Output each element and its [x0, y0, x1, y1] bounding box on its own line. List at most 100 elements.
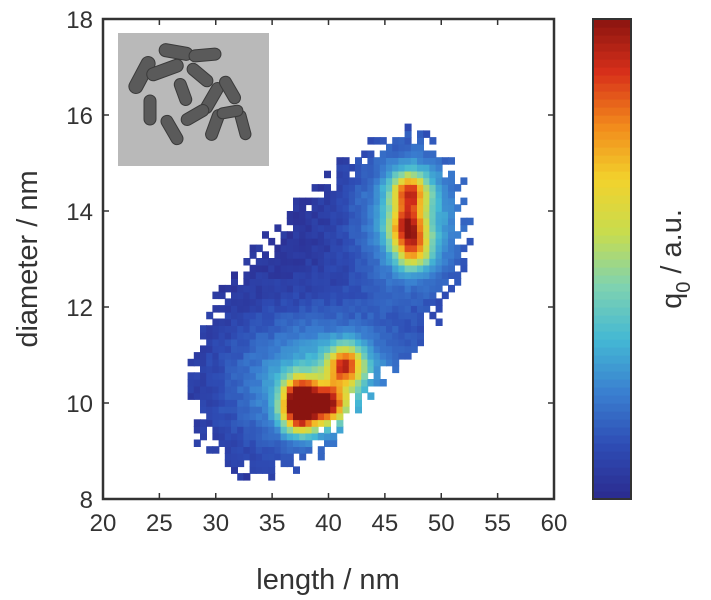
heatmap-cell	[311, 231, 319, 239]
heatmap-cell	[392, 345, 400, 353]
heatmap-cell	[342, 197, 350, 206]
heatmap-cell	[280, 412, 288, 421]
heatmap-cell	[317, 332, 325, 340]
heatmap-cell	[231, 271, 238, 279]
heatmap-cell	[311, 271, 319, 279]
heatmap-cell	[218, 399, 226, 407]
heatmap-cell	[448, 284, 455, 293]
heatmap-cell	[417, 150, 424, 158]
heatmap-cell	[299, 412, 307, 421]
heatmap-cell	[324, 291, 331, 300]
heatmap-cell	[417, 224, 424, 232]
heatmap-cell	[355, 352, 362, 360]
heatmap-cell	[243, 446, 251, 454]
colorbar-band	[593, 99, 631, 108]
heatmap-cell	[231, 459, 238, 468]
heatmap-cell	[404, 311, 412, 320]
heatmap-cell	[268, 345, 276, 353]
heatmap-cell	[373, 318, 381, 326]
heatmap-cell	[423, 190, 431, 199]
heatmap-cell	[218, 352, 226, 360]
heatmap-cell	[237, 439, 245, 447]
heatmap-cell	[317, 412, 325, 421]
heatmap-cell	[417, 184, 424, 192]
heatmap-cell	[243, 439, 251, 447]
heatmap-cell	[342, 204, 350, 212]
heatmap-cell	[423, 157, 431, 165]
heatmap-cell	[423, 211, 431, 219]
heatmap-cell	[293, 204, 300, 212]
heatmap-cell	[410, 237, 418, 246]
heatmap-cell	[355, 217, 362, 226]
heatmap-cell	[286, 325, 294, 333]
heatmap-cell	[293, 217, 300, 226]
heatmap-cell	[417, 251, 424, 259]
heatmap-cell	[293, 291, 300, 300]
heatmap-cell	[342, 278, 350, 286]
heatmap-cell	[274, 446, 282, 454]
heatmap-cell	[410, 345, 418, 353]
heatmap-cell	[379, 251, 387, 259]
heatmap-cell	[231, 379, 238, 387]
colorbar-band	[593, 419, 631, 428]
heatmap-cell	[417, 264, 424, 273]
heatmap-cell	[317, 284, 325, 293]
heatmap-cell	[299, 291, 307, 300]
heatmap-cell	[293, 385, 300, 394]
heatmap-cell	[367, 352, 375, 360]
heatmap-cell	[379, 258, 387, 266]
heatmap-cell	[336, 184, 344, 192]
heatmap-cell	[268, 365, 276, 374]
heatmap-cell	[317, 399, 325, 407]
heatmap-cell	[280, 385, 288, 394]
heatmap-cell	[429, 284, 437, 293]
heatmap-cell	[324, 298, 331, 306]
heatmap-cell	[373, 177, 381, 185]
heatmap-cell	[218, 305, 226, 313]
heatmap-cell	[392, 284, 400, 293]
x-axis-label: length / nm	[256, 564, 399, 596]
heatmap-cell	[330, 385, 338, 394]
heatmap-cell	[410, 291, 418, 300]
heatmap-cell	[392, 365, 400, 374]
heatmap-cell	[330, 305, 338, 313]
heatmap-cell	[324, 211, 331, 219]
heatmap-cell	[429, 204, 437, 212]
heatmap-cell	[231, 278, 238, 286]
heatmap-cell	[373, 271, 381, 279]
heatmap-cell	[361, 345, 369, 353]
heatmap-cell	[311, 264, 319, 273]
heatmap-cell	[429, 291, 437, 300]
colorbar-band	[593, 403, 631, 412]
heatmap-cell	[299, 325, 307, 333]
heatmap-cell	[305, 392, 313, 400]
heatmap-cell	[274, 452, 282, 461]
heatmap-cell	[379, 332, 387, 340]
heatmap-cell	[398, 177, 406, 185]
heatmap-cell	[379, 244, 387, 253]
heatmap-cell	[423, 224, 431, 232]
colorbar-band	[593, 259, 631, 268]
heatmap-cell	[274, 264, 282, 273]
heatmap-cell	[268, 412, 276, 421]
heatmap-cell	[342, 211, 350, 219]
heatmap-cell	[454, 231, 462, 239]
heatmap-cell	[398, 291, 406, 300]
heatmap-cell	[336, 358, 344, 367]
heatmap-cell	[206, 405, 214, 414]
tem-nanorods-image	[128, 43, 252, 146]
heatmap-cell	[268, 372, 276, 380]
heatmap-cell	[262, 352, 269, 360]
heatmap-cell	[410, 325, 418, 333]
heatmap-cell	[410, 318, 418, 326]
heatmap-cell	[262, 271, 269, 279]
heatmap-cell	[398, 143, 406, 152]
heatmap-cell	[255, 405, 263, 414]
heatmap-cell	[342, 164, 350, 172]
heatmap-cell	[218, 345, 226, 353]
heatmap-cell	[398, 150, 406, 158]
heatmap-cell	[404, 231, 412, 239]
heatmap-cell	[361, 224, 369, 232]
heatmap-cell	[361, 184, 369, 192]
heatmap-cell	[212, 412, 220, 421]
